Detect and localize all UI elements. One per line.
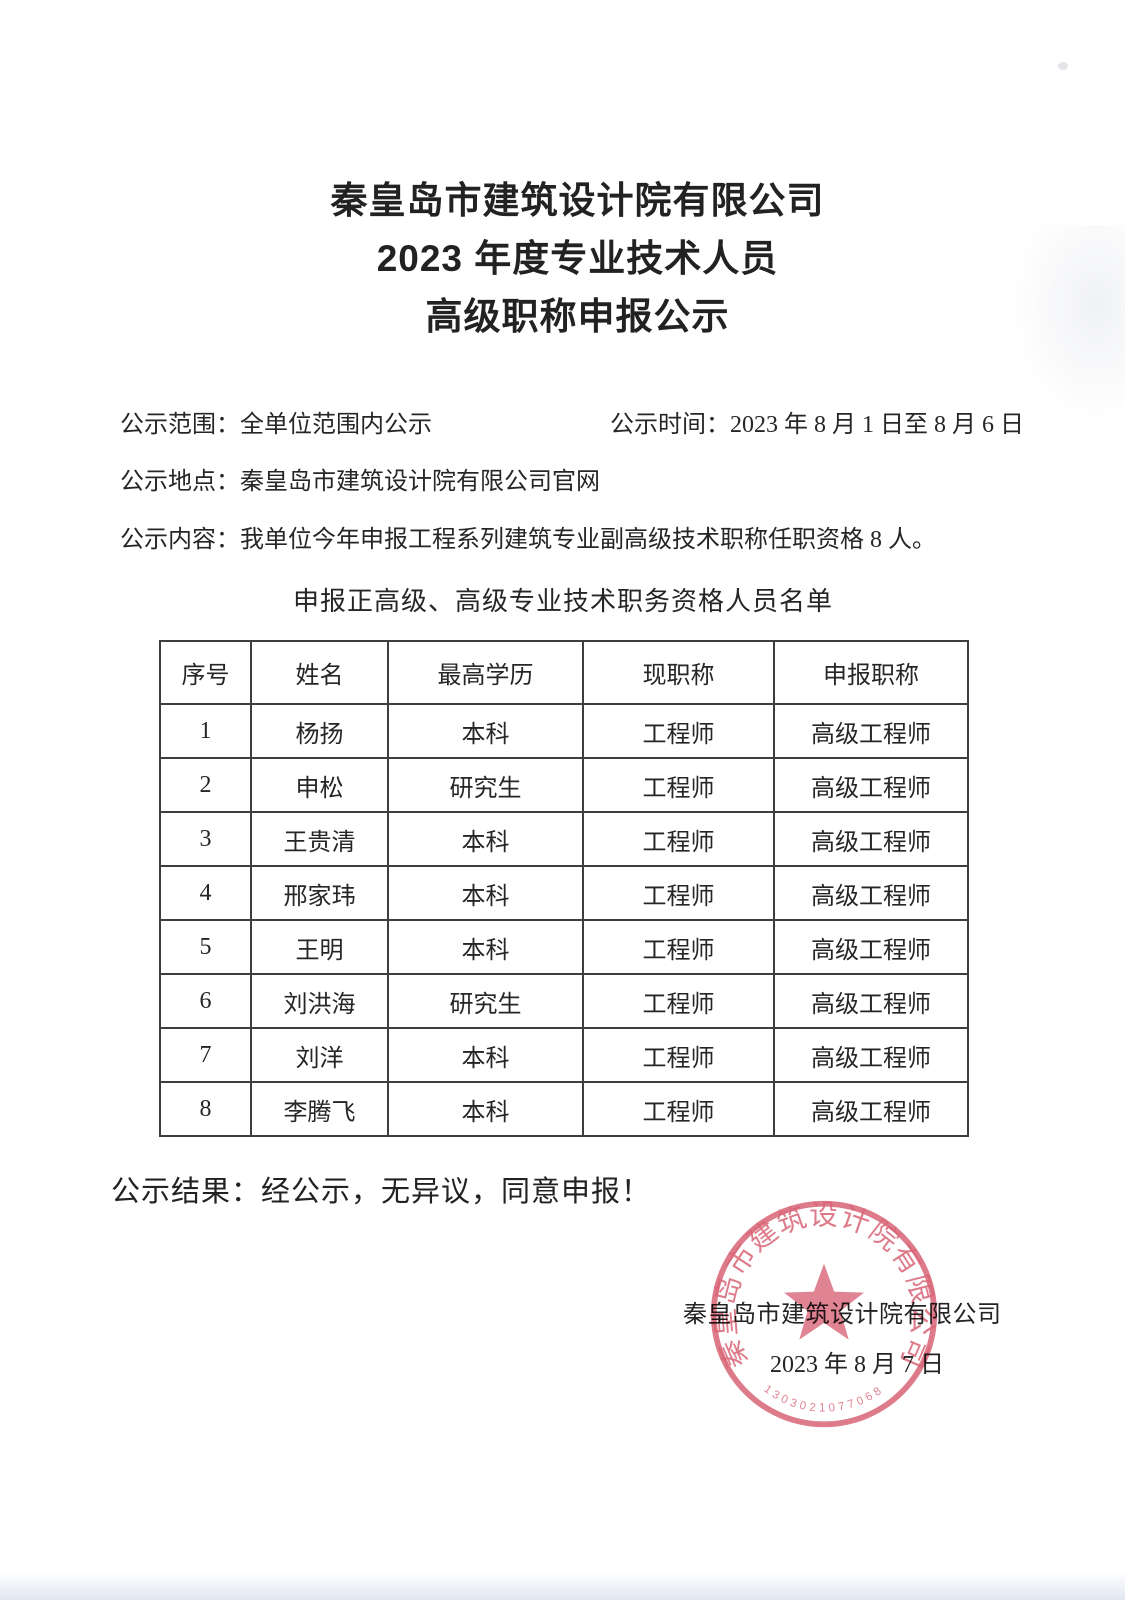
header-name: 姓名 [250, 640, 389, 705]
table-cell: 工程师 [582, 973, 775, 1029]
applicants-table: 序号 姓名 最高学历 现职称 申报职称 1 杨扬 本科 工程师 高级工程师 2 申松 研究生工… [159, 640, 969, 1137]
table-cell: 5 [159, 919, 252, 975]
table-header-row: 序号 姓名 最高学历 现职称 申报职称 [159, 640, 969, 705]
table-cell: 高级工程师 [773, 1081, 969, 1137]
table-cell: 刘洪海 [250, 973, 389, 1029]
table-cell: 8 [159, 1081, 252, 1137]
seal-code-text: 1303021077068 [761, 1383, 883, 1414]
document-title: 秦皇岛市建筑设计院有限公司 2023 年度专业技术人员 高级职称申报公示 [0, 172, 1125, 346]
table-cell: 工程师 [582, 919, 775, 975]
table-cell: 6 [159, 973, 252, 1029]
header-applied-title: 申报职称 [773, 640, 969, 705]
result-value: 经公示，无异议，同意申报！ [261, 1176, 652, 1208]
svg-text:1303021077068: 1303021077068 [761, 1383, 886, 1414]
table-cell: 本科 [387, 811, 584, 867]
publicity-time-line: 公示时间：2023 年 8 月 1 日至 8 月 6 日 [610, 410, 1024, 440]
table-cell: 刘洋 [250, 1027, 389, 1083]
seal-ring [710, 1200, 938, 1428]
scan-artifact-dot [1058, 62, 1068, 70]
publicity-place-line: 公示地点：秦皇岛市建筑设计院有限公司官网 [120, 467, 600, 497]
place-value: 秦皇岛市建筑设计院有限公司官网 [240, 469, 600, 495]
content-label: 公示内容： [120, 527, 240, 553]
table-cell: 2 [159, 757, 252, 813]
table-cell: 工程师 [582, 1027, 775, 1083]
table-cell: 本科 [387, 1027, 584, 1083]
table-cell: 工程师 [582, 865, 775, 921]
scan-artifact-bottom-edge [0, 1572, 1125, 1600]
time-value: 2023 年 8 月 1 日至 8 月 6 日 [730, 412, 1024, 438]
company-seal: 秦皇岛市建筑设计院有限公司 1303021077068 [709, 1200, 938, 1428]
place-label: 公示地点： [120, 469, 240, 495]
table-cell: 李腾飞 [250, 1081, 389, 1137]
header-current-title: 现职称 [582, 640, 775, 705]
table-cell: 申松 [250, 757, 389, 813]
table-row: 6 刘洪海 研究生 工程师 高级工程师 [159, 973, 969, 1029]
table-cell: 本科 [387, 703, 584, 759]
table-cell: 高级工程师 [773, 973, 969, 1029]
table-cell: 高级工程师 [773, 757, 969, 813]
table-cell: 7 [159, 1027, 252, 1083]
time-label: 公示时间： [610, 412, 730, 438]
table-cell: 4 [159, 865, 252, 921]
table-row: 1 杨扬 本科 工程师 高级工程师 [159, 703, 969, 759]
title-line-company: 秦皇岛市建筑设计院有限公司 [330, 180, 825, 221]
table-cell: 本科 [387, 1081, 584, 1137]
table-cell: 高级工程师 [773, 865, 969, 921]
content-value: 我单位今年申报工程系列建筑专业副高级技术职称任职资格 8 人。 [240, 527, 936, 553]
title-line-subject: 高级职称申报公示 [425, 296, 730, 337]
table-row: 7 刘洋 本科 工程师 高级工程师 [159, 1027, 969, 1083]
table-cell: 工程师 [582, 1081, 775, 1137]
table-cell: 王明 [250, 919, 389, 975]
table-row: 5 王明 本科 工程师 高级工程师 [159, 919, 969, 975]
table-cell: 研究生 [387, 757, 584, 813]
table-row: 4 邢家玮 本科 工程师 高级工程师 [159, 865, 969, 921]
table-cell: 工程师 [582, 703, 775, 759]
table-cell: 本科 [387, 865, 584, 921]
scope-value: 全单位范围内公示 [240, 412, 432, 438]
scope-label: 公示范围： [120, 412, 240, 438]
header-education: 最高学历 [387, 640, 584, 705]
table-row: 8 李腾飞 本科 工程师 高级工程师 [159, 1081, 969, 1137]
table-cell: 工程师 [582, 811, 775, 867]
table-cell: 1 [159, 703, 252, 759]
table-cell: 邢家玮 [250, 865, 389, 921]
seal-star-icon [784, 1263, 864, 1340]
header-serial: 序号 [159, 640, 252, 705]
table-cell: 杨扬 [250, 703, 389, 759]
publicity-result-line: 公示结果：经公示，无异议，同意申报！ [111, 1174, 651, 1210]
table-caption: 申报正高级、高级专业技术职务资格人员名单 [292, 587, 833, 616]
table-cell: 高级工程师 [773, 1027, 969, 1083]
table-cell: 3 [159, 811, 252, 867]
table-cell: 本科 [387, 919, 584, 975]
publicity-content-line: 公示内容：我单位今年申报工程系列建筑专业副高级技术职称任职资格 8 人。 [120, 525, 936, 555]
publicity-scope-line: 公示范围：全单位范围内公示 [120, 410, 432, 440]
table-row: 3 王贵清 本科 工程师 高级工程师 [159, 811, 969, 867]
table-cell: 高级工程师 [773, 811, 969, 867]
table-cell: 王贵清 [250, 811, 389, 867]
table-cell: 研究生 [387, 973, 584, 1029]
table-cell: 高级工程师 [773, 919, 969, 975]
table-cell: 工程师 [582, 757, 775, 813]
table-row: 2 申松 研究生 工程师 高级工程师 [159, 757, 969, 813]
table-cell: 高级工程师 [773, 703, 969, 759]
title-line-year: 2023 年度专业技术人员 [376, 238, 779, 279]
applicants-table-body: 1 杨扬 本科 工程师 高级工程师 2 申松 研究生 工程师 高级工程师 3 王贵清 本科 工程师 高级工程… [159, 703, 969, 1137]
result-label: 公示结果： [111, 1176, 262, 1208]
